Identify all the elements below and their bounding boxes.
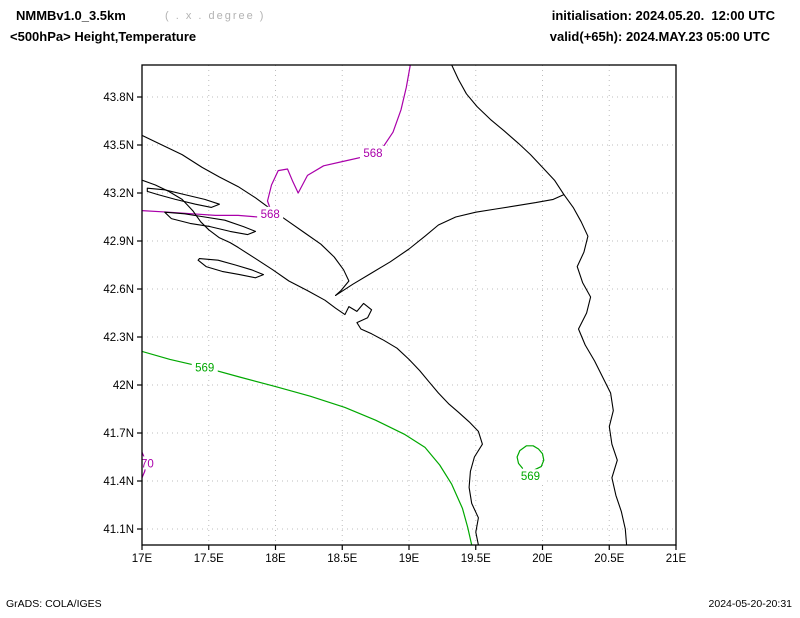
contour-label-mask <box>359 146 386 159</box>
y-tick-label: 42.3N <box>103 332 134 344</box>
x-tick-label: 19.5E <box>461 553 491 565</box>
y-tick-label: 42.6N <box>103 284 134 296</box>
y-tick-label: 43.8N <box>103 92 134 104</box>
contour-label-mask <box>257 206 284 220</box>
contour-label-569: 569 <box>195 362 214 374</box>
border-bosnia-montenegro <box>335 194 565 296</box>
map-layers: 568 568 569 569 70 <box>141 65 676 545</box>
contour-label-570: 70 <box>141 458 154 470</box>
island-mljet <box>197 258 265 279</box>
y-tick-label: 43.5N <box>103 140 134 152</box>
x-tick-label: 17E <box>132 553 153 565</box>
border-eastern-chain <box>451 65 628 545</box>
contour-label-mask <box>142 456 157 470</box>
x-tick-label: 18.5E <box>327 553 357 565</box>
valid-time-label: valid(+65h): 2024.MAY.23 05:00 UTC <box>549 29 770 44</box>
field-title: <500hPa> Height,Temperature <box>10 29 197 44</box>
x-tick-label: 21E <box>666 553 687 565</box>
contour-label-mask <box>517 469 544 483</box>
contour-label-mask <box>191 360 218 374</box>
contour-line-569 <box>142 350 473 545</box>
grads-credit: GrADS: COLA/IGES <box>6 598 102 610</box>
contour-label-569: 569 <box>521 471 540 483</box>
x-tick-label: 20.5E <box>594 553 624 565</box>
y-tick-label: 42.9N <box>103 236 134 248</box>
contour-label-568: 568 <box>363 148 382 160</box>
init-time-label: initialisation: 2024.05.20. 12:00 UTC <box>551 8 775 23</box>
model-name: NMMBv1.0_3.5km <box>16 8 126 23</box>
creation-timestamp: 2024-05-20-20:31 <box>708 598 792 610</box>
contour-line-569 <box>516 445 545 471</box>
contour-label-568: 568 <box>261 209 280 221</box>
x-tick-label: 19E <box>399 553 420 565</box>
y-tick-label: 43.2N <box>103 188 134 200</box>
x-tick-label: 20E <box>532 553 553 565</box>
peninsula-peljesac <box>164 211 257 236</box>
island-hvar <box>146 187 220 208</box>
x-tick-label: 17.5E <box>194 553 224 565</box>
contour-line-568 <box>142 65 411 218</box>
y-tick-label: 41.4N <box>103 476 134 488</box>
y-tick-label: 41.7N <box>103 428 134 440</box>
y-tick-label: 42N <box>113 380 134 392</box>
x-tick-label: 18E <box>265 553 286 565</box>
coastline-adriatic <box>142 179 483 545</box>
grid-resolution-note: ( . x . degree ) <box>165 10 266 22</box>
y-tick-label: 41.1N <box>103 524 134 536</box>
